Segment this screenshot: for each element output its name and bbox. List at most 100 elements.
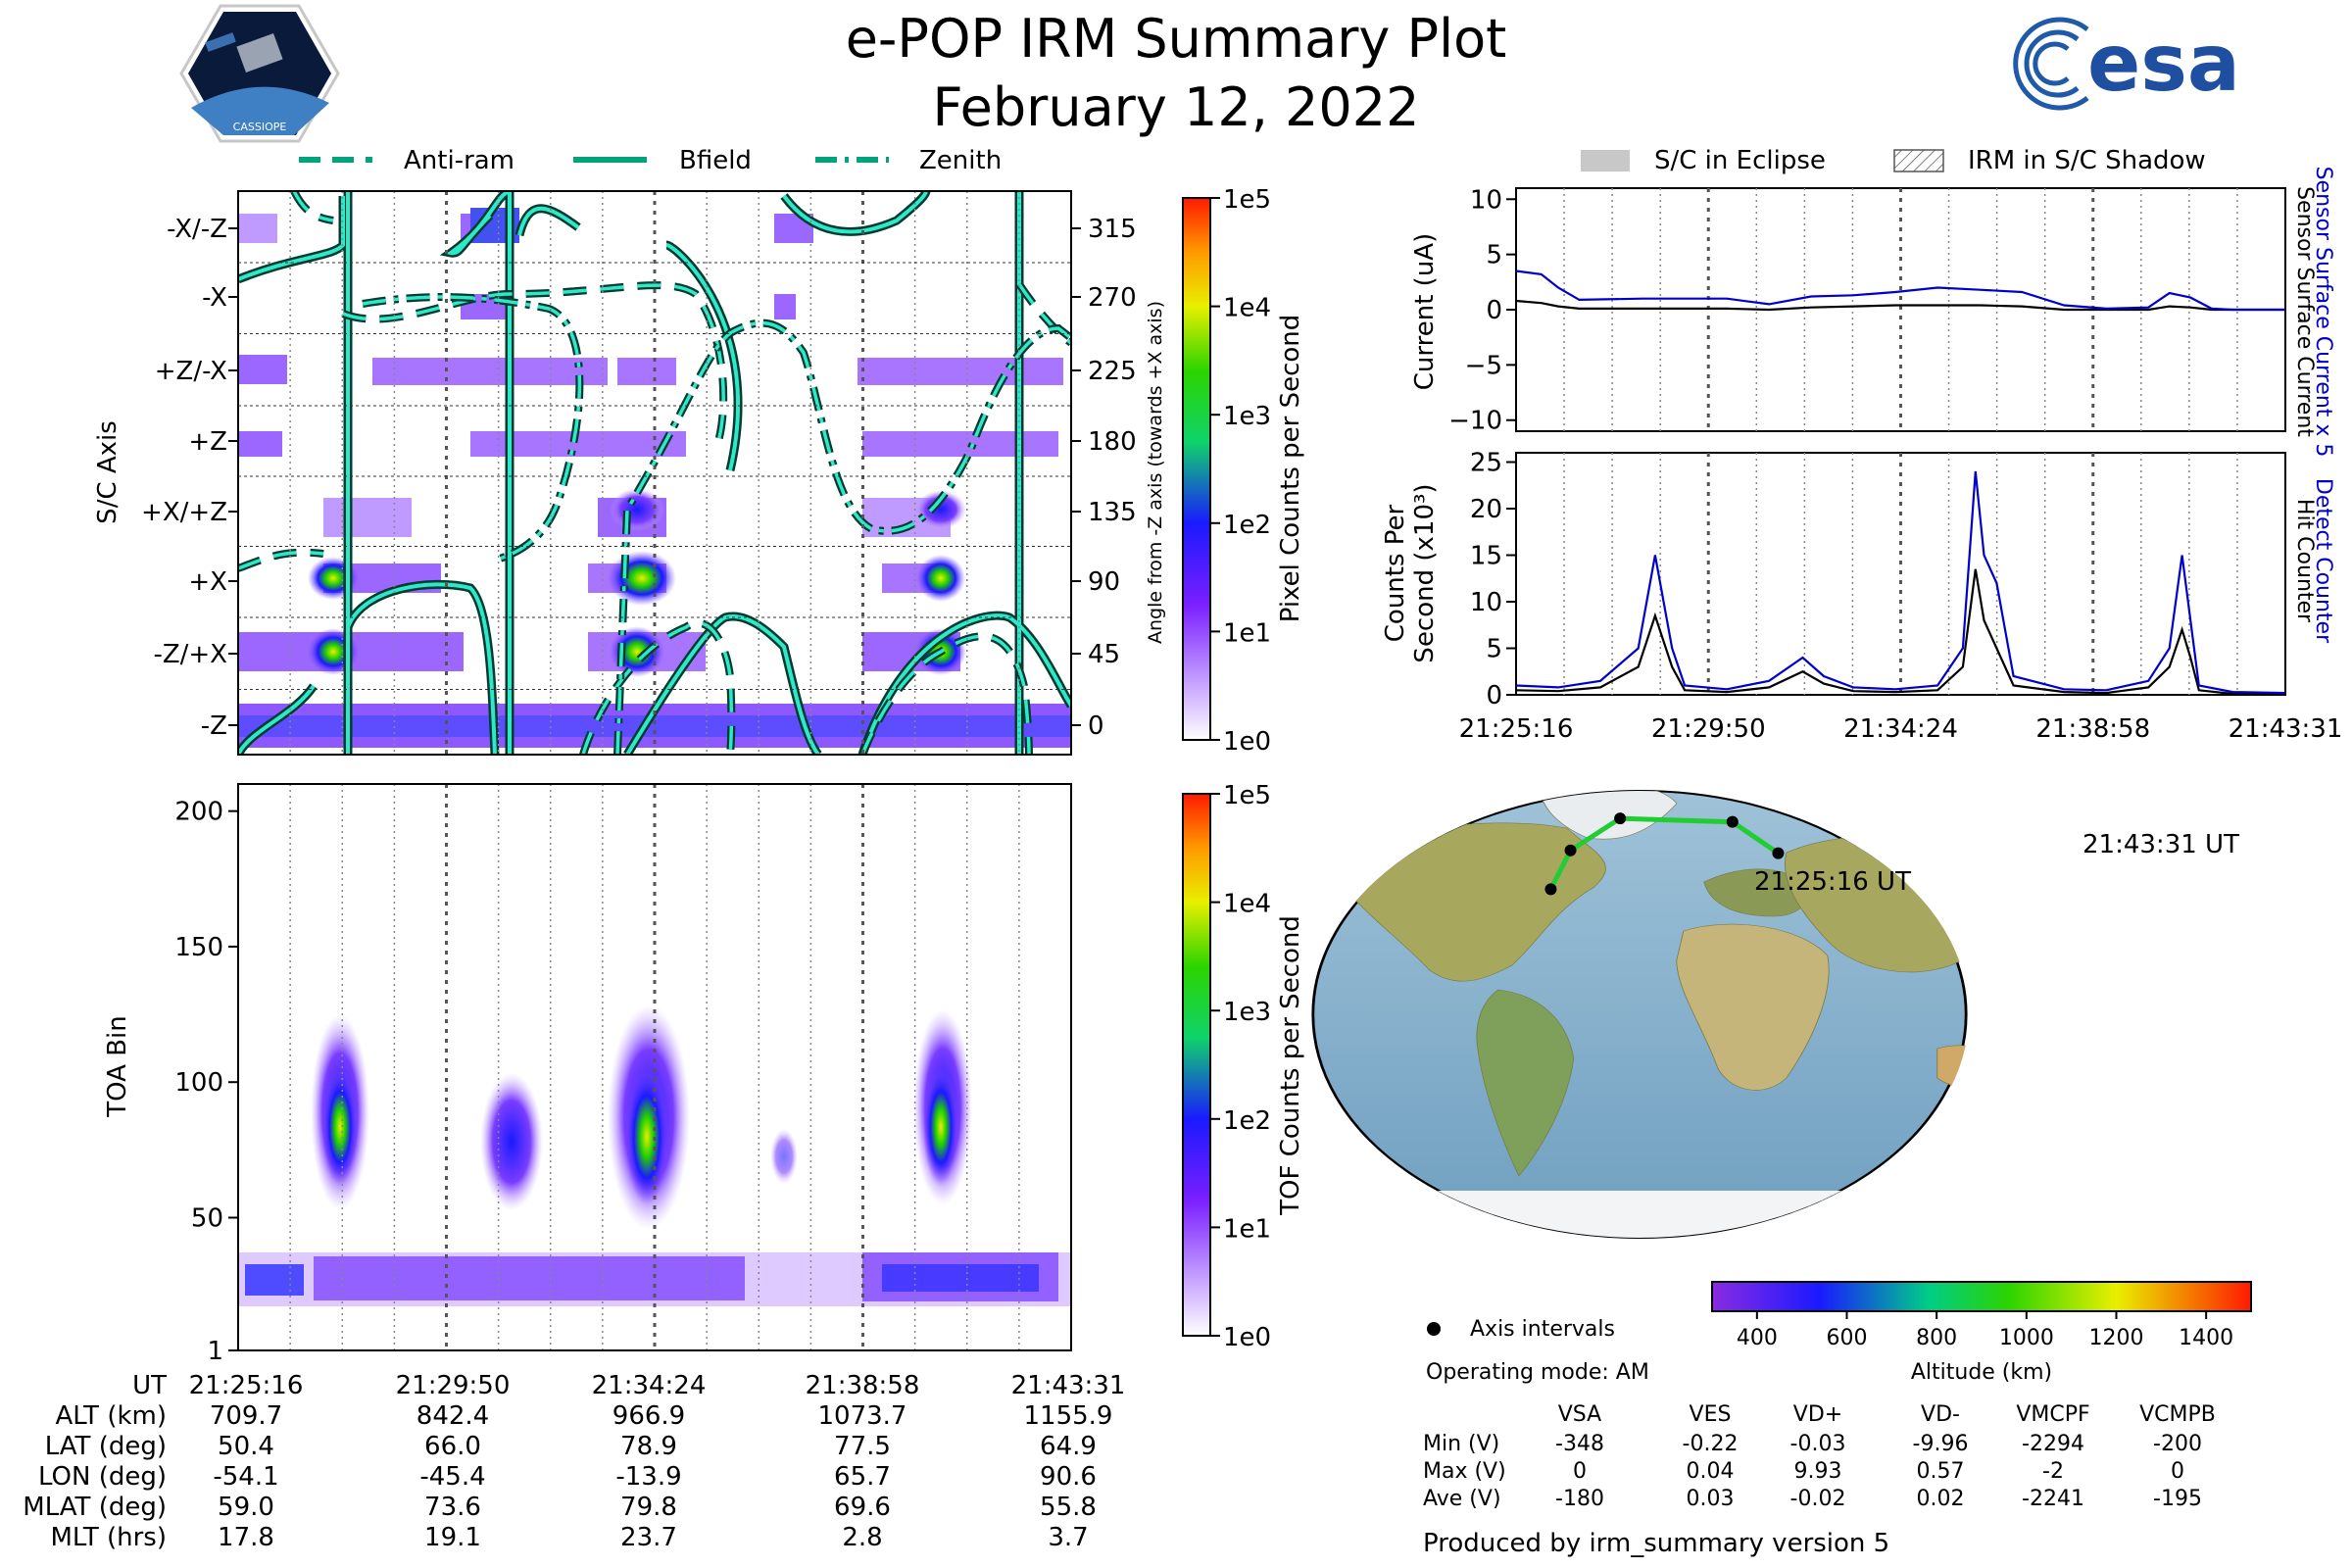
axis-intervals-label: Axis intervals — [1470, 1317, 1615, 1342]
current-yticks: 10 5 0 −5 −10 — [1448, 185, 1516, 436]
ephemeris-cell: 17.8 — [218, 1523, 274, 1552]
voltage-cell: 0.02 — [1917, 1487, 1965, 1511]
pixel-colorbar: 1e5 1e4 1e3 1e2 1e1 1e0 Pixel Counts per Seco… — [1182, 185, 1305, 757]
sc-axis-angle-tick-label: 90 — [1088, 567, 1120, 597]
orbit-point — [1772, 847, 1785, 859]
voltage-cell: -180 — [1555, 1487, 1604, 1511]
ephemeris-cell: 79.8 — [620, 1493, 677, 1522]
sc-axis-row-label: -X/-Z — [167, 215, 227, 244]
legend-eclipse-swatch — [1581, 150, 1630, 172]
toa-ytick-label: 1 — [207, 1337, 223, 1366]
voltage-row-label: Max (V) — [1423, 1459, 1506, 1484]
tof-colorbar: 1e5 1e4 1e3 1e2 1e1 1e0 TOF Counts per Second — [1182, 781, 1305, 1352]
ephemeris-cell: 78.9 — [620, 1432, 677, 1461]
operating-mode: Operating mode: AM — [1426, 1360, 1649, 1385]
ephemeris-cell: 65.7 — [834, 1462, 891, 1492]
current-right-label-blue: Sensor Surface Current x 5 — [2311, 167, 2335, 458]
voltage-cell: 9.93 — [1794, 1459, 1842, 1484]
voltage-cell: -0.03 — [1790, 1432, 1846, 1456]
ephemeris-cell: 21:25:16 — [189, 1371, 304, 1400]
sc-axis-row-label: +X — [188, 567, 227, 597]
ephemeris-cell: 21:43:31 — [1011, 1371, 1126, 1400]
cassiope-logo-text: CASSIOPE — [233, 121, 287, 133]
ephemeris-cell: -54.1 — [213, 1462, 278, 1492]
pixel-colorbar-label: Pixel Counts per Second — [1276, 315, 1305, 623]
toa-ytick-label: 50 — [191, 1203, 223, 1233]
legend-top-left: Anti-ram Bfield Zenith — [299, 146, 1002, 175]
voltage-header: VES — [1690, 1402, 1732, 1427]
legend-top-right: S/C in Eclipse IRM in S/C Shadow — [1581, 146, 2206, 175]
xtick-label: 21:43:31 — [2229, 714, 2343, 744]
ephemeris-cell: 1155.9 — [1024, 1401, 1113, 1431]
altitude-tick-label: 600 — [1827, 1326, 1868, 1350]
voltage-cell: -2294 — [2022, 1432, 2084, 1456]
ephemeris-row-label: MLT (hrs) — [51, 1523, 168, 1552]
xtick-label: 21:29:50 — [1651, 714, 1766, 744]
ephemeris-cell: 21:34:24 — [592, 1371, 707, 1400]
colorbar-tick-label: 1e0 — [1223, 727, 1271, 757]
world-map: 21:25:16 UT 21:43:31 UT — [1309, 790, 2239, 1239]
counts-series — [1515, 470, 2286, 696]
orbit-point — [1726, 815, 1739, 828]
page-date: February 12, 2022 — [933, 76, 1420, 138]
counts-xtick-labels: 21:25:16 21:29:50 21:34:24 21:38:58 21:43:31 — [1459, 714, 2343, 744]
ytick-label: 20 — [1470, 495, 1502, 524]
series-line — [1515, 568, 2285, 696]
legend-shadow-swatch — [1893, 149, 1944, 172]
orbit-point — [1564, 844, 1577, 857]
footer-text: Produced by irm_summary version 5 — [1423, 1529, 1889, 1558]
voltage-cell: 0.03 — [1687, 1487, 1735, 1511]
voltage-header: VD+ — [1793, 1402, 1842, 1427]
map-end-label: 21:43:31 UT — [2082, 830, 2239, 859]
voltage-header: VCMPB — [2139, 1402, 2216, 1427]
counts-right-label-black: Hit Counter — [2292, 499, 2317, 623]
ephemeris-cell: 966.9 — [612, 1401, 685, 1431]
ephemeris-cell: 19.1 — [424, 1523, 481, 1552]
sc-axis-row-label: -X — [202, 283, 227, 313]
ephemeris-cell: 2.8 — [842, 1523, 882, 1552]
ytick-label: −10 — [1448, 407, 1502, 436]
current-ylabel: Current (uA) — [1410, 233, 1440, 390]
current-right-label-black: Sensor Surface Current — [2292, 186, 2317, 437]
ephemeris-row-label: MLAT (deg) — [23, 1493, 167, 1522]
current-panel: 10 5 0 −5 −10 Current (uA) Sensor Surface Cu… — [1410, 167, 2335, 458]
colorbar-tick-label: 1e2 — [1223, 511, 1271, 540]
legend-bfield: Bfield — [679, 146, 752, 175]
current-series — [1515, 270, 2285, 312]
xtick-label: 21:34:24 — [1843, 714, 1958, 744]
sc-axis-heatmap — [238, 191, 1071, 755]
ephemeris-cell: -13.9 — [615, 1462, 681, 1492]
sc-axis-angle-tick-label: 270 — [1088, 283, 1137, 313]
altitude-tick-label: 800 — [1916, 1326, 1957, 1350]
toa-frame — [237, 783, 1072, 1351]
ephemeris-row-label: UT — [132, 1371, 167, 1400]
toa-yticks: 200 150 100 50 1 — [174, 798, 238, 1366]
counts-ylabel-1: Counts Per — [1381, 504, 1410, 642]
voltage-header: VMCPF — [2016, 1402, 2089, 1427]
sc-axis-row-label: +Z — [188, 427, 227, 457]
ephemeris-cell: 21:29:50 — [396, 1371, 511, 1400]
voltage-row-label: Min (V) — [1423, 1432, 1499, 1456]
ytick-label: −5 — [1465, 351, 1502, 380]
ephemeris-cell: 3.7 — [1048, 1523, 1088, 1552]
colorbar-tick-label: 1e1 — [1223, 1214, 1271, 1244]
sc-axis-row-label: +Z/-X — [155, 357, 227, 386]
counts-gridlines — [1563, 453, 2238, 695]
ytick-label: 0 — [1486, 681, 1502, 710]
tof-colorbar-label: TOF Counts per Second — [1276, 915, 1305, 1216]
colorbar-tick-label: 1e5 — [1223, 781, 1271, 810]
voltage-cell: -195 — [2153, 1487, 2202, 1511]
voltage-cell: -200 — [2153, 1432, 2202, 1456]
toa-ytick-label: 200 — [174, 798, 223, 827]
sc-axis-frame — [237, 190, 1072, 756]
legend-eclipse: S/C in Eclipse — [1654, 146, 1826, 175]
colorbar-tick-label: 1e1 — [1223, 618, 1271, 648]
xtick-label: 21:25:16 — [1459, 714, 1574, 744]
altitude-colorbar: 400 600 800 1000 1200 1400 Altitude (km) — [1711, 1281, 2252, 1385]
toa-ylabel: TOA Bin — [103, 1015, 132, 1117]
colorbar-tick-label: 1e2 — [1223, 1106, 1271, 1136]
voltage-cell: -9.96 — [1913, 1432, 1969, 1456]
toa-ytick-label: 150 — [174, 933, 223, 962]
sc-axis-row-labels: -X/-Z -X +Z/-X +Z +X/+Z +X -Z/+X -Z — [141, 215, 1071, 741]
